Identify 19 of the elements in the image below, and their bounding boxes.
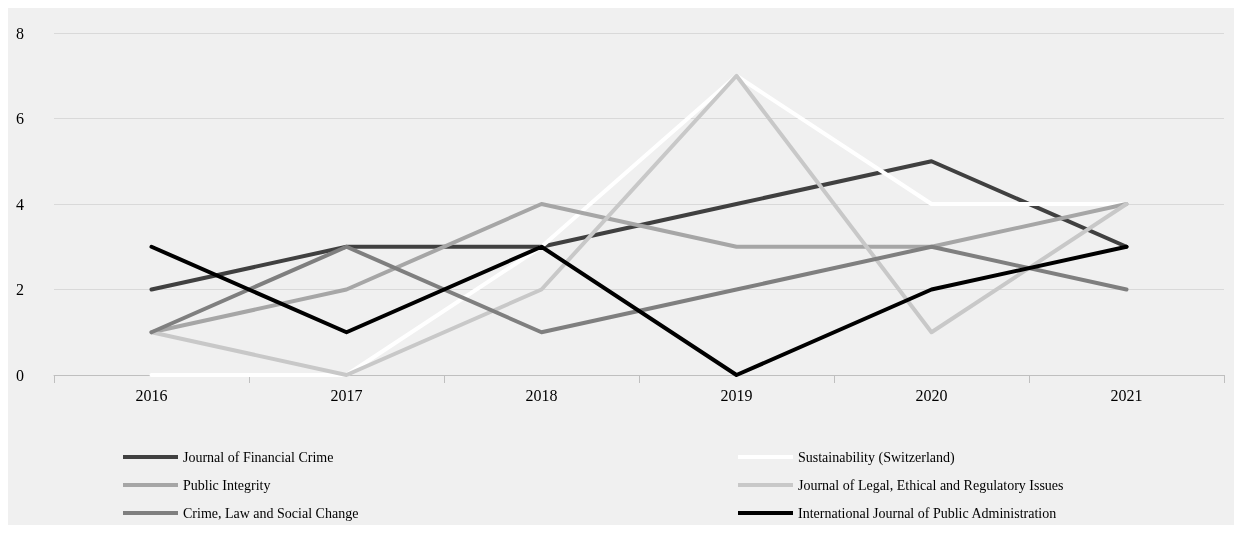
y-tick-label: 6 [16,110,24,127]
x-tick-label: 2020 [915,386,948,404]
legend-label: Public Integrity [183,477,271,493]
x-tick-label: 2021 [1110,386,1143,404]
x-tick-label: 2016 [135,386,168,404]
y-tick-label: 4 [16,195,24,213]
y-tick-label: 0 [16,366,24,384]
line-series [149,244,1129,377]
line-series [149,159,1129,292]
legend-label: Sustainability (Switzerland) [798,449,956,466]
y-tick-label: 8 [16,24,24,42]
x-tick-label: 2018 [525,386,558,404]
legend-label: Journal of Financial Crime [183,449,334,465]
x-tick-label: 2019 [720,386,753,404]
legend-label: International Journal of Public Administration [798,505,1057,521]
y-tick-label: 2 [16,281,24,298]
legend-label: Crime, Law and Social Change [183,505,359,521]
x-tick-label: 2017 [330,386,363,404]
legend-label: Journal of Legal, Ethical and Regulatory Issues [798,477,1064,493]
